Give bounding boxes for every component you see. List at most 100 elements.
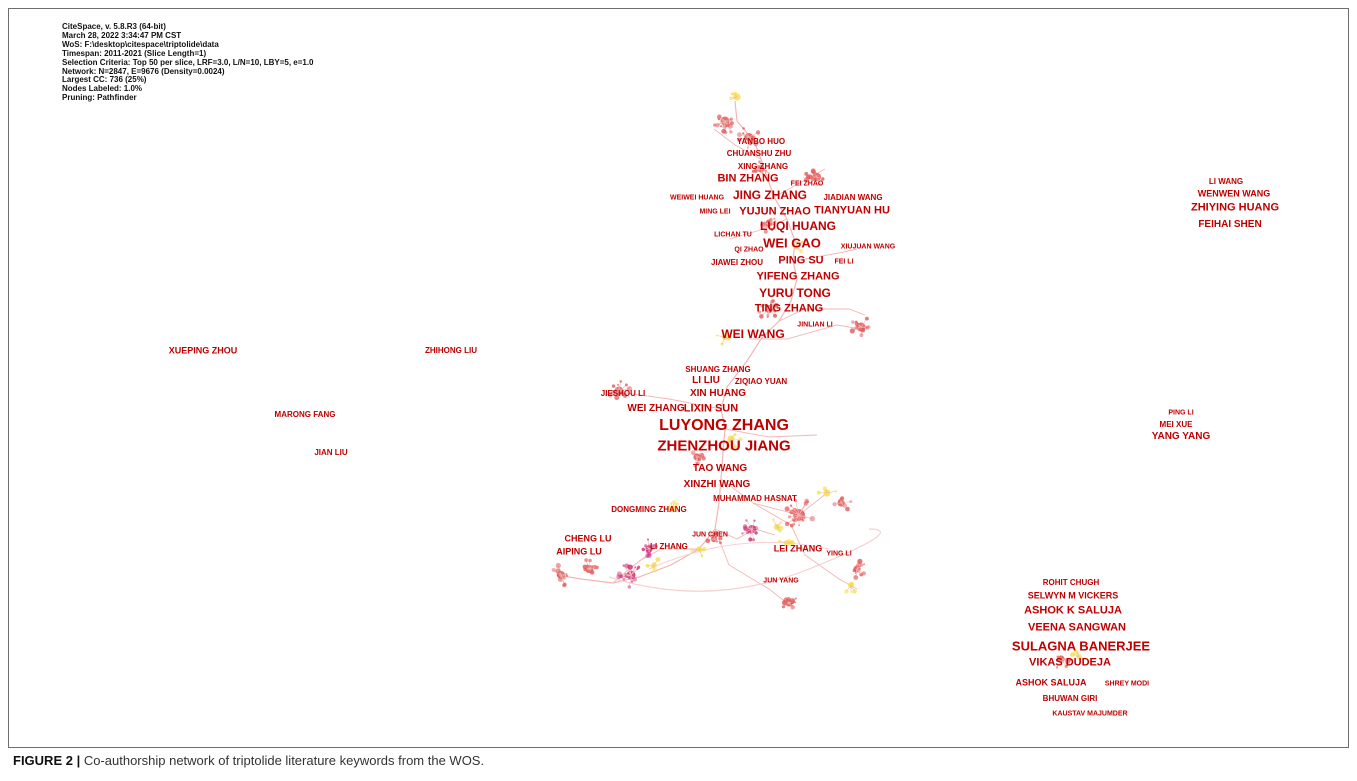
network-node <box>611 384 616 388</box>
network-node <box>779 521 783 524</box>
network-edge <box>724 428 818 438</box>
network-node <box>753 525 759 531</box>
author-label: LI LIU <box>692 375 720 386</box>
network-node <box>721 128 727 134</box>
author-label: JUN CHEN <box>692 531 728 539</box>
network-node <box>622 577 625 581</box>
author-label: QI ZHAO <box>734 246 764 254</box>
author-label: KAUSTAV MAJUMDER <box>1052 710 1128 718</box>
network-node <box>782 600 788 606</box>
network-node <box>617 383 619 386</box>
author-label: YANBO HUO <box>736 137 786 146</box>
author-label: AIPING LU <box>556 546 602 557</box>
author-label: LUYONG ZHANG <box>659 417 789 434</box>
network-node <box>859 573 863 577</box>
info-line: Selection Criteria: Top 50 per slice, LR… <box>62 57 314 67</box>
network-node <box>741 532 744 535</box>
network-node <box>555 568 561 574</box>
network-edge <box>630 568 638 576</box>
network-node <box>757 310 762 314</box>
network-node <box>647 552 652 556</box>
author-label: LICHAN TU <box>714 231 752 239</box>
author-label: DONGMING ZHANG <box>611 505 687 514</box>
network-node <box>715 540 719 543</box>
network-edge <box>773 519 778 528</box>
author-label: JING ZHANG <box>732 188 808 202</box>
network-edge <box>816 176 820 185</box>
author-label: SHUANG ZHANG <box>685 365 751 374</box>
network-node <box>630 580 634 583</box>
network-node <box>754 531 758 535</box>
author-label: CHUANSHU ZHU <box>726 149 792 158</box>
network-node <box>760 164 764 167</box>
network-node <box>852 568 857 573</box>
network-node <box>772 518 775 521</box>
author-label: ROHIT CHUGH <box>1042 578 1100 587</box>
network-node <box>752 538 755 542</box>
network-node <box>591 565 594 568</box>
network-node <box>729 117 733 121</box>
network-node <box>1079 660 1083 664</box>
network-node <box>718 536 723 541</box>
network-node <box>555 562 561 569</box>
network-node <box>773 313 777 318</box>
network-node <box>784 506 790 512</box>
network-node <box>551 568 556 572</box>
network-edge <box>713 128 762 160</box>
network-node <box>804 171 809 176</box>
network-edge <box>1056 658 1062 668</box>
author-label: VEENA SANGWAN <box>1028 621 1126 634</box>
network-node <box>700 554 704 558</box>
network-edge <box>730 438 732 449</box>
network-edge <box>826 490 837 494</box>
network-node <box>760 305 763 308</box>
network-node <box>651 565 655 569</box>
network-edge <box>768 221 776 224</box>
author-label: XING ZHANG <box>737 162 789 171</box>
network-edge <box>716 335 726 338</box>
network-node <box>1064 664 1068 669</box>
network-node <box>766 315 769 318</box>
network-node <box>773 309 777 313</box>
network-node <box>619 574 624 579</box>
network-edge <box>790 505 800 516</box>
network-graph <box>551 91 1083 669</box>
author-label: ZHIHONG LIU <box>425 346 477 355</box>
network-node <box>785 521 790 527</box>
network-edge <box>749 324 862 340</box>
network-node <box>751 135 756 140</box>
network-node <box>763 223 768 228</box>
author-label: WEI GAO <box>763 235 821 251</box>
author-label: MUHAMMAD HASNAT <box>713 494 797 503</box>
author-label: TING ZHANG <box>754 302 824 315</box>
network-node <box>624 383 628 387</box>
author-label: CHENG LU <box>564 533 612 544</box>
network-node <box>562 583 567 588</box>
network-node <box>755 130 761 135</box>
network-edge <box>798 501 808 516</box>
network-node <box>787 515 792 519</box>
author-label: LI WANG <box>1208 177 1244 186</box>
network-node <box>789 504 793 507</box>
author-label: YURU TONG <box>759 286 831 300</box>
network-edge <box>834 502 842 505</box>
citespace-info-block: CiteSpace, v. 5.8.R3 (64-bit) March 28, … <box>62 22 314 103</box>
info-line: March 28, 2022 3:34:47 PM CST <box>62 30 182 40</box>
network-node <box>725 444 729 447</box>
network-node <box>851 581 854 584</box>
network-node <box>622 393 628 398</box>
network-node <box>763 303 766 307</box>
network-node <box>821 177 825 181</box>
author-label: FEIHAI SHEN <box>1198 219 1262 230</box>
author-label: MEI XUE <box>1159 420 1193 429</box>
author-label: ZIQIAO YUAN <box>734 377 788 386</box>
network-edge <box>787 514 800 525</box>
author-label: TAO WANG <box>692 463 748 474</box>
author-label: ASHOK K SALUJA <box>1024 604 1122 617</box>
info-line: Network: N=2847, E=9676 (Density=0.0024) <box>62 66 225 76</box>
network-node <box>562 576 566 580</box>
network-node <box>743 526 748 531</box>
network-edge <box>556 100 798 584</box>
network-node <box>792 244 795 248</box>
author-label: PING SU <box>778 254 824 267</box>
